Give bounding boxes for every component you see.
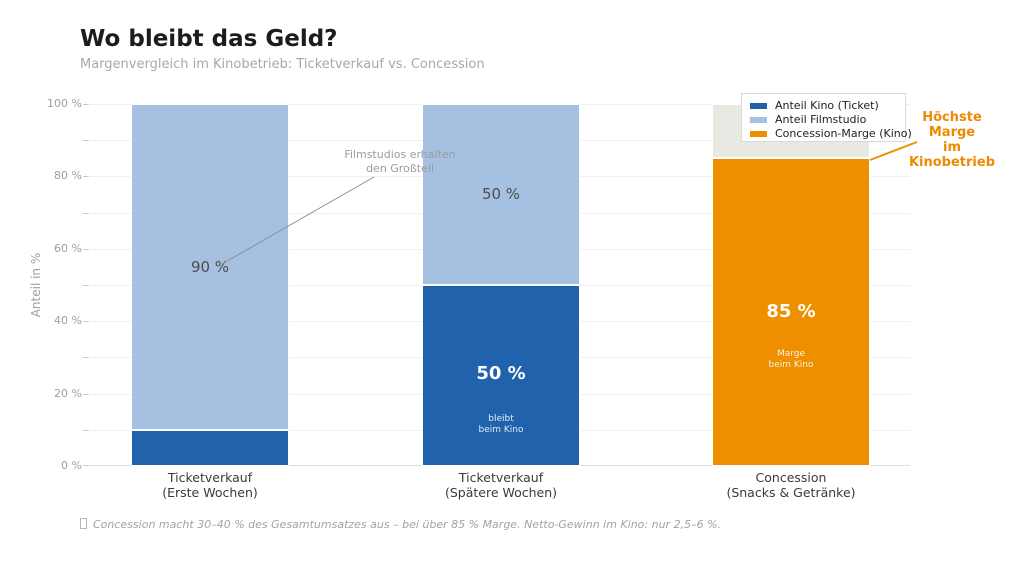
legend-item-concession-marge: Concession-Marge (Kino) bbox=[750, 127, 912, 140]
x-label-line2: (Snacks & Getränke) bbox=[726, 485, 856, 500]
annotation-line1: Höchste Marge bbox=[922, 110, 982, 140]
y-tick bbox=[83, 357, 89, 359]
segment-sub-line2: beim Kino bbox=[768, 360, 814, 370]
segment-sub-label: Marge beim Kino bbox=[713, 349, 869, 371]
bar-ticket-erste-wochen: 90 % bbox=[131, 104, 289, 466]
legend: Anteil Kino (Ticket) Anteil Filmstudio C… bbox=[741, 93, 912, 142]
x-label-ticket-spaetere-wochen: Ticketverkauf (Spätere Wochen) bbox=[401, 470, 601, 500]
page-subtitle: Margenvergleich im Kinobetrieb: Ticketve… bbox=[80, 57, 485, 72]
segment-value-label: 50 % bbox=[481, 185, 521, 203]
segment-kino-10 bbox=[131, 430, 289, 466]
segment-sub-label: bleibt beim Kino bbox=[423, 414, 579, 436]
segment-sub-line2: beim Kino bbox=[478, 425, 524, 435]
y-tick bbox=[83, 465, 89, 466]
segment-kino-50: 50 % bleibt beim Kino bbox=[422, 285, 580, 466]
plot-area: 90 % 50 % 50 % bleibt beim Kino 15 % 85 … bbox=[83, 104, 910, 466]
x-label-line2: (Erste Wochen) bbox=[162, 485, 258, 500]
x-label-line1: Concession bbox=[755, 470, 827, 485]
segment-value-label: 85 % bbox=[766, 301, 816, 322]
annotation-line2: den Großteil bbox=[366, 162, 434, 175]
y-tick bbox=[83, 321, 89, 323]
segment-value-label: 90 % bbox=[190, 258, 230, 276]
footer-note: Concession macht 30–40 % des Gesamtumsat… bbox=[80, 518, 721, 531]
y-tick bbox=[83, 248, 89, 250]
y-tick bbox=[83, 140, 89, 142]
y-tick-label-20: 20 % bbox=[54, 386, 82, 400]
segment-value-label: 50 % bbox=[476, 363, 526, 384]
y-tick-label-0: 0 % bbox=[61, 459, 82, 472]
legend-swatch-orange-icon bbox=[750, 130, 767, 137]
x-label-line1: Ticketverkauf bbox=[167, 470, 253, 485]
annotation-line2: im Kinobetrieb bbox=[908, 140, 996, 170]
y-tick bbox=[83, 176, 89, 178]
x-label-ticket-erste-wochen: Ticketverkauf (Erste Wochen) bbox=[110, 470, 310, 500]
segment-concession-marge-85: 85 % Marge beim Kino bbox=[712, 158, 870, 466]
y-tick bbox=[83, 429, 89, 431]
legend-swatch-darkblue-icon bbox=[750, 102, 767, 109]
bar-concession: 15 % 85 % Marge beim Kino bbox=[712, 104, 870, 466]
y-tick bbox=[83, 285, 89, 286]
annotation-line1: Filmstudios erhalten bbox=[344, 148, 456, 161]
legend-swatch-lightblue-icon bbox=[750, 116, 767, 123]
legend-item-anteil-filmstudio: Anteil Filmstudio bbox=[750, 113, 897, 126]
y-tick-label-80: 80 % bbox=[54, 169, 82, 183]
y-tick-label-100: 100 % bbox=[47, 97, 82, 110]
y-tick bbox=[83, 212, 89, 214]
legend-item-anteil-kino: Anteil Kino (Ticket) bbox=[750, 99, 897, 112]
x-label-line2: (Spätere Wochen) bbox=[444, 485, 558, 500]
legend-label: Anteil Filmstudio bbox=[775, 113, 867, 126]
y-tick bbox=[83, 393, 89, 395]
annotation-filmstudios: Filmstudios erhalten den Großteil bbox=[325, 148, 475, 176]
page-title: Wo bleibt das Geld? bbox=[80, 26, 338, 52]
x-label-concession: Concession (Snacks & Getränke) bbox=[691, 470, 891, 500]
y-axis-title: Anteil in % bbox=[29, 252, 43, 318]
segment-sub-line1: Marge bbox=[776, 349, 806, 359]
legend-label: Anteil Kino (Ticket) bbox=[775, 99, 879, 112]
segment-sub-line1: bleibt bbox=[488, 414, 514, 424]
legend-label: Concession-Marge (Kino) bbox=[775, 127, 912, 140]
footer-text: Concession macht 30–40 % des Gesamtumsat… bbox=[93, 518, 722, 531]
segment-filmstudio-50: 50 % bbox=[422, 104, 580, 285]
y-tick-label-60: 60 % bbox=[54, 241, 82, 255]
annotation-hoechste-marge: Höchste Marge im Kinobetrieb bbox=[899, 110, 1005, 170]
y-tick-label-40: 40 % bbox=[54, 314, 82, 328]
segment-filmstudio-90: 90 % bbox=[131, 104, 289, 430]
x-label-line1: Ticketverkauf bbox=[458, 470, 544, 485]
y-tick bbox=[83, 104, 89, 105]
missing-glyph-icon bbox=[80, 518, 87, 529]
bar-ticket-spaetere-wochen: 50 % 50 % bleibt beim Kino bbox=[422, 104, 580, 466]
